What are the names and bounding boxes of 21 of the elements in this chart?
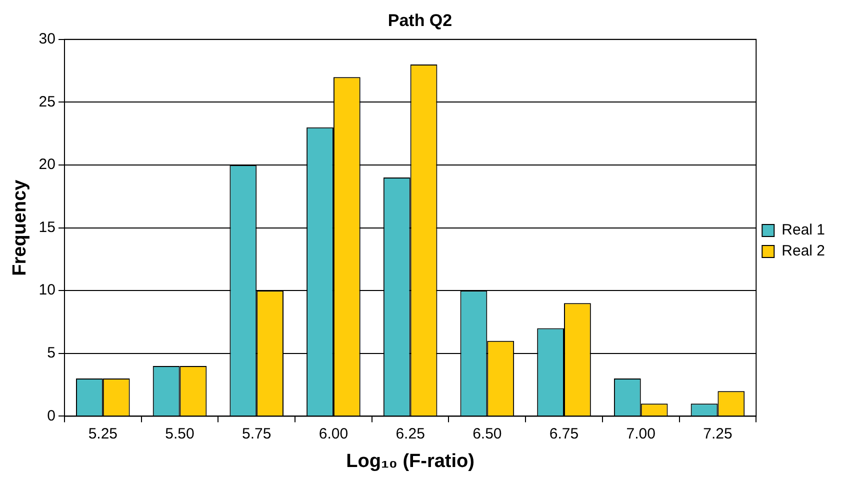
x-tick-label: 7.25 bbox=[703, 425, 732, 442]
x-tick-label: 5.50 bbox=[165, 425, 194, 442]
x-tick-label: 5.25 bbox=[88, 425, 118, 442]
y-axis-title: Frequency bbox=[10, 179, 31, 276]
x-tick-label: 6.50 bbox=[472, 425, 502, 442]
y-tick-label: 25 bbox=[38, 93, 56, 110]
chart-title: Path Q2 bbox=[388, 10, 452, 30]
y-tick-label: 30 bbox=[38, 30, 56, 48]
y-tick-label: 15 bbox=[38, 218, 56, 236]
x-axis-title: Log₁₀ (F-ratio) bbox=[346, 450, 474, 472]
legend-label: Real 2 bbox=[782, 242, 825, 260]
legend-label: Real 1 bbox=[782, 222, 825, 239]
y-tick-label: 0 bbox=[47, 407, 56, 424]
y-tick-label: 10 bbox=[38, 282, 56, 299]
y-tick-label: 20 bbox=[38, 156, 56, 174]
x-tick-label: 5.75 bbox=[242, 425, 272, 442]
x-tick-label: 6.00 bbox=[318, 425, 348, 442]
x-tick-label: 7.00 bbox=[626, 425, 656, 442]
x-tick-label: 6.25 bbox=[396, 425, 425, 442]
y-tick-label: 5 bbox=[47, 344, 56, 362]
x-tick-label: 6.75 bbox=[549, 425, 579, 442]
